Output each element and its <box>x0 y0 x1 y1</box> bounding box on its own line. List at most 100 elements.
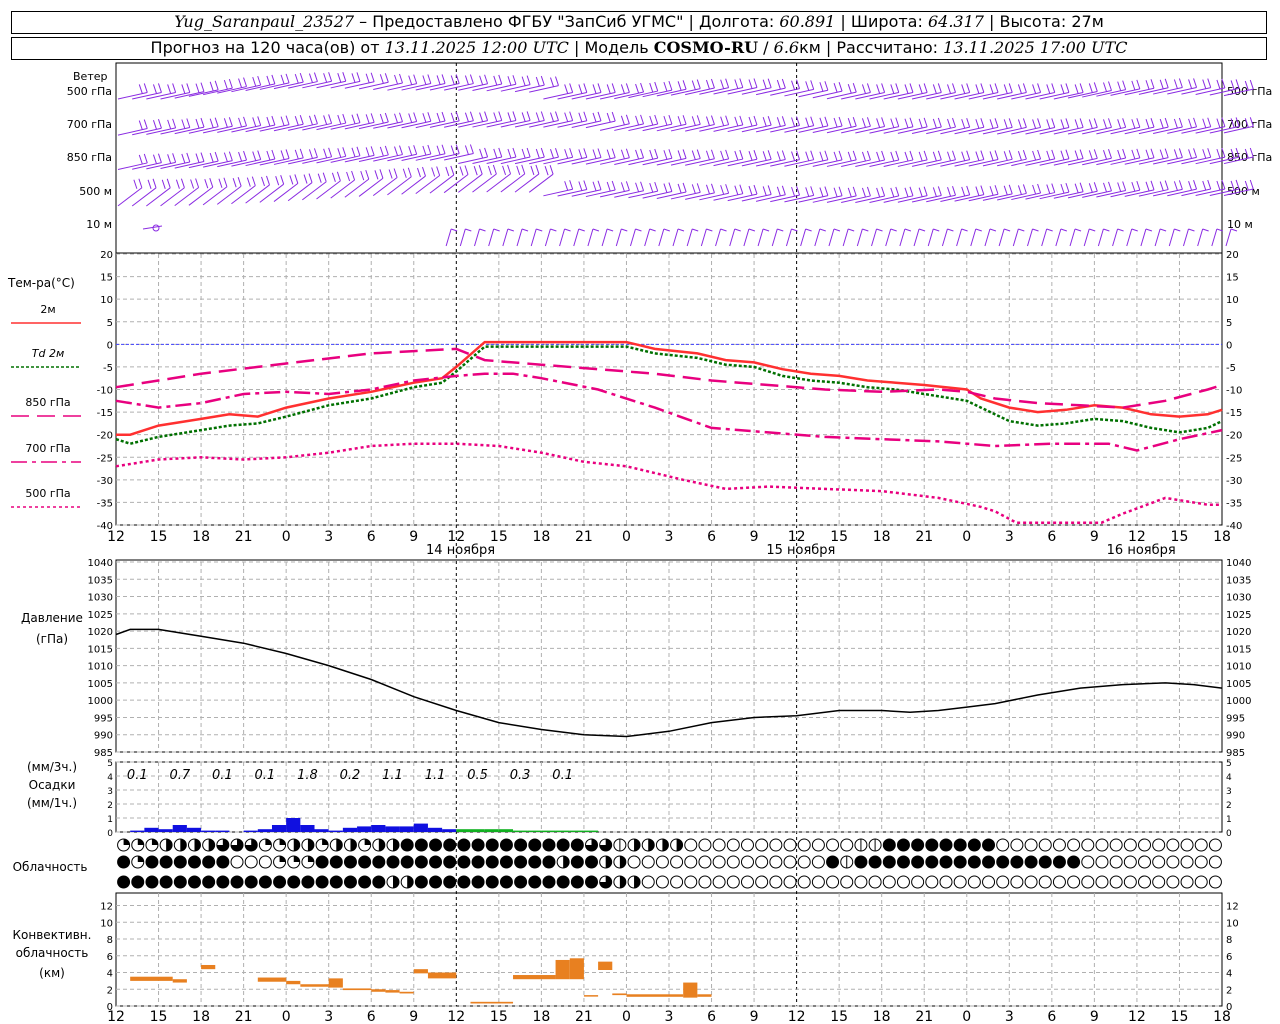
wind-barb-feather <box>710 183 715 193</box>
wind-barb-feather <box>152 154 157 164</box>
wind-barb-feather <box>1164 78 1169 88</box>
wind-barb <box>1138 87 1169 95</box>
conv-x-tick-label: 15 <box>150 1009 168 1024</box>
cloud-cover-symbol <box>1152 855 1166 869</box>
cloud-cover-symbol <box>1180 855 1194 869</box>
wind-barb-feather <box>1193 180 1198 190</box>
conv-x-tick-label: 3 <box>665 1009 674 1024</box>
wind-barb-feather <box>181 153 186 164</box>
cloud-cover-symbol <box>117 855 131 869</box>
wind-barb-feather <box>1089 228 1096 232</box>
wind-barb-feather <box>578 228 585 232</box>
wind-barb-feather <box>1065 118 1070 128</box>
wind-barb <box>273 183 299 202</box>
wind-barb <box>883 159 914 167</box>
wind-barb <box>373 82 403 91</box>
wind-barb-feather <box>507 164 512 175</box>
wind-barb <box>472 83 502 91</box>
wind-barb <box>713 158 743 167</box>
wind-barb <box>415 120 446 129</box>
wind-barb-10m <box>1225 228 1232 247</box>
cloud-cover-symbol <box>911 855 925 869</box>
model-label: Модель <box>584 38 649 57</box>
wind-barb-feather <box>1193 78 1198 88</box>
wind-barb-feather <box>597 180 602 190</box>
wind-barb-10m <box>800 228 807 247</box>
wind-barb-feather <box>1117 182 1122 192</box>
wind-barb-feather <box>246 177 251 187</box>
wind-barb <box>401 83 431 91</box>
wind-barb-feather <box>1060 84 1065 94</box>
wind-barb <box>571 120 602 128</box>
temp-y-tick-label: -15 <box>97 408 113 419</box>
pres-y-tick-label-right: 1040 <box>1226 558 1251 569</box>
wind-barb-feather <box>918 228 926 232</box>
wind-barb-feather <box>427 144 432 155</box>
wind-barb <box>132 91 162 100</box>
wind-barb <box>897 159 928 167</box>
wind-barb-feather <box>947 187 951 197</box>
pres-axis-label: Давление <box>21 611 83 625</box>
wind-barb <box>444 153 474 161</box>
cloud-cover-quarter <box>293 856 300 862</box>
wind-barb-feather <box>1235 79 1240 89</box>
conv-y-tick-label-right: 8 <box>1226 935 1232 946</box>
wind-barb-feather <box>625 181 630 191</box>
wind-barb-feather <box>1178 148 1183 158</box>
prec-y-tick-label: 3 <box>107 787 113 797</box>
wind-barb <box>188 160 219 169</box>
wind-barb-feather <box>223 177 228 187</box>
wind-barb-feather <box>1108 81 1112 91</box>
wind-barb-feather <box>635 115 640 126</box>
conv-x-tick-label: 18 <box>192 1009 210 1024</box>
wind-barb <box>288 123 318 131</box>
precip-rain-bar <box>243 830 258 832</box>
wind-barb-feather <box>583 180 588 190</box>
prec-y-tick-label: 0 <box>107 829 113 839</box>
prec-y-tick-label-right: 4 <box>1226 773 1232 783</box>
conv-x-tick-label: 6 <box>367 1009 376 1024</box>
wind-barb-feather <box>322 172 327 182</box>
wind-barb-feather <box>1230 148 1235 159</box>
wind-barb-feather <box>422 113 427 123</box>
wind-barb-feather <box>280 74 285 85</box>
wind-barb <box>1039 191 1070 200</box>
wind-barb-feather <box>649 182 654 193</box>
wind-barb-feather <box>909 186 914 196</box>
wind-barb-feather <box>1244 180 1249 191</box>
wind-barb-feather <box>791 151 796 161</box>
precip-rain-bar <box>342 827 358 832</box>
wind-barb <box>599 123 630 131</box>
wind-barb-feather <box>530 165 535 176</box>
wind-barb-feather <box>776 117 781 127</box>
wind-barb-feather <box>578 112 583 122</box>
conv-x-tick-label: 0 <box>282 1009 291 1024</box>
wind-barb-feather <box>720 185 725 195</box>
wind-barb-feather <box>351 147 356 157</box>
wind-barb <box>500 119 531 128</box>
wind-barb <box>784 125 814 133</box>
cloud-cover-symbol <box>641 855 655 869</box>
wind-barb <box>784 88 814 97</box>
wind-barb <box>1110 88 1140 96</box>
wind-barb-feather <box>776 186 781 196</box>
wind-barb-feather <box>1046 184 1051 194</box>
cloud-cover-symbol <box>301 875 315 889</box>
wind-barb-feather <box>791 117 796 127</box>
temp-x-tick-label: 9 <box>1090 529 1099 545</box>
wind-barb-feather <box>351 73 356 83</box>
wind-barb-feather <box>904 84 909 94</box>
wind-barb-feather <box>805 117 810 127</box>
wind-barb-feather <box>1207 148 1212 158</box>
wind-barb-feather <box>918 151 923 162</box>
wind-barb-10m <box>488 228 495 247</box>
wind-barb-feather <box>1207 179 1212 190</box>
wind-barb <box>982 193 1013 201</box>
wind-barb-feather <box>791 80 796 90</box>
conv-x-tick-label: 21 <box>575 1009 593 1024</box>
wind-barb <box>826 91 857 100</box>
cloud-cover-symbol <box>315 875 329 889</box>
wind-barb <box>798 195 829 203</box>
wind-barb-feather <box>1193 148 1198 158</box>
cloud-cover-symbol <box>400 838 414 852</box>
